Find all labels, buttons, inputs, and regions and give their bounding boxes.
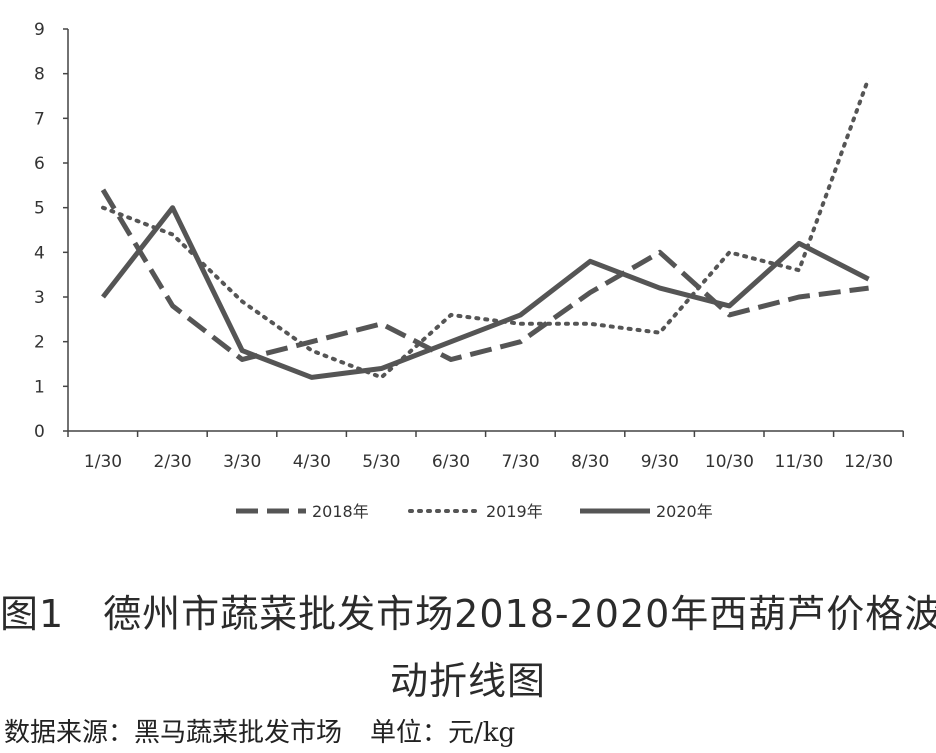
x-tick-label: 10/30 [705,452,754,472]
x-tick-label: 7/30 [502,452,540,472]
x-tick-label: 12/30 [844,452,893,472]
x-tick-label: 9/30 [641,452,679,472]
line-chart: 0 1 2 3 4 5 6 7 8 9 1/30 2/30 3/30 4/30 5/30 6/30 7/30 8… [34,20,904,521]
y-axis: 0 1 2 3 4 5 6 7 8 9 [34,20,69,442]
chart-series [100,76,871,380]
legend-label: 2020年 [656,502,713,521]
y-tick-label: 3 [34,288,45,308]
x-tick-label: 5/30 [362,452,400,472]
data-source-text: 数据来源：黑马蔬菜批发市场 [4,718,343,748]
y-tick-label: 9 [34,20,45,40]
legend-label: 2019年 [486,502,543,521]
series-line-2018年 [100,188,869,362]
x-tick-label: 2/30 [154,452,192,472]
figure-caption-line-1: 图1 德州市蔬菜批发市场2018-2020年西葫芦价格波 [0,592,936,636]
y-tick-label: 1 [34,377,45,397]
y-tick-label: 4 [34,243,45,263]
figure-caption-line-2: 动折线图 [389,659,546,703]
y-tick-label: 6 [34,154,45,174]
series-line-2019年 [101,76,871,380]
x-tick-label: 4/30 [293,452,331,472]
x-tick-label: 3/30 [223,452,261,472]
source-note: 数据来源：黑马蔬菜批发市场 单位：元/kg [4,712,515,749]
x-tick-label: 1/30 [84,452,122,472]
unit-text: 单位：元/kg [370,718,516,748]
y-tick-label: 0 [34,422,45,442]
y-tick-label: 7 [34,109,45,129]
y-tick-label: 5 [34,199,45,219]
legend-label: 2018年 [312,502,369,521]
x-axis: 1/30 2/30 3/30 4/30 5/30 6/30 7/30 8/30 9/30 10/3… [67,430,904,472]
y-tick-label: 8 [34,65,45,85]
series-line-2020年 [101,205,870,380]
x-tick-label: 8/30 [571,452,609,472]
x-tick-label: 11/30 [775,452,824,472]
x-tick-label: 6/30 [432,452,470,472]
chart-legend: 2018年 2019年 2020年 [236,502,713,521]
y-tick-label: 2 [34,333,45,353]
